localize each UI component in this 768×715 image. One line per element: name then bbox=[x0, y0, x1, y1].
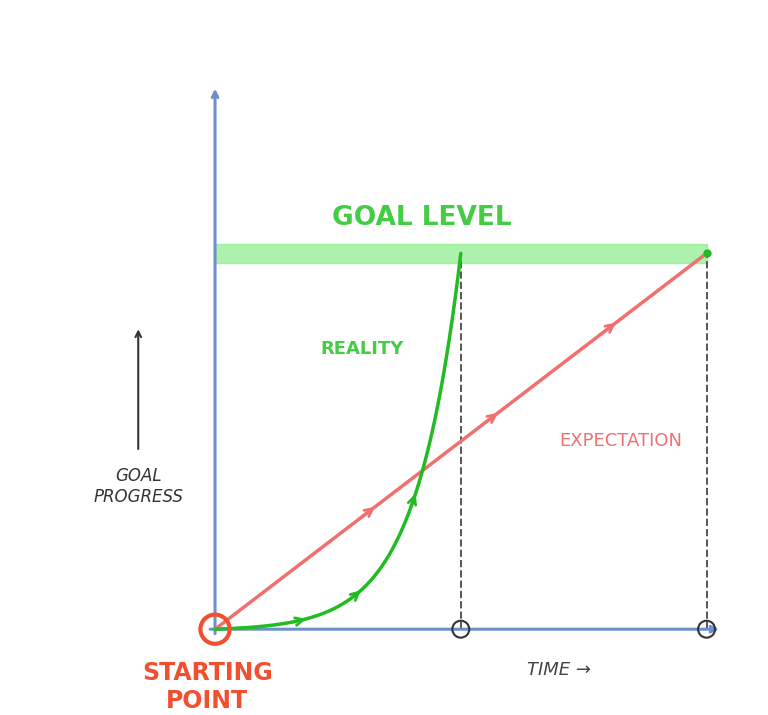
Text: GOAL LEVEL: GOAL LEVEL bbox=[332, 205, 511, 231]
Text: TIME →: TIME → bbox=[527, 661, 591, 679]
Text: STARTING
POINT: STARTING POINT bbox=[142, 661, 273, 713]
Text: EXPECTATION: EXPECTATION bbox=[559, 433, 682, 450]
Bar bbox=[215, 244, 707, 263]
Text: GOAL
PROGRESS: GOAL PROGRESS bbox=[93, 468, 184, 506]
Text: REALITY: REALITY bbox=[321, 340, 404, 358]
